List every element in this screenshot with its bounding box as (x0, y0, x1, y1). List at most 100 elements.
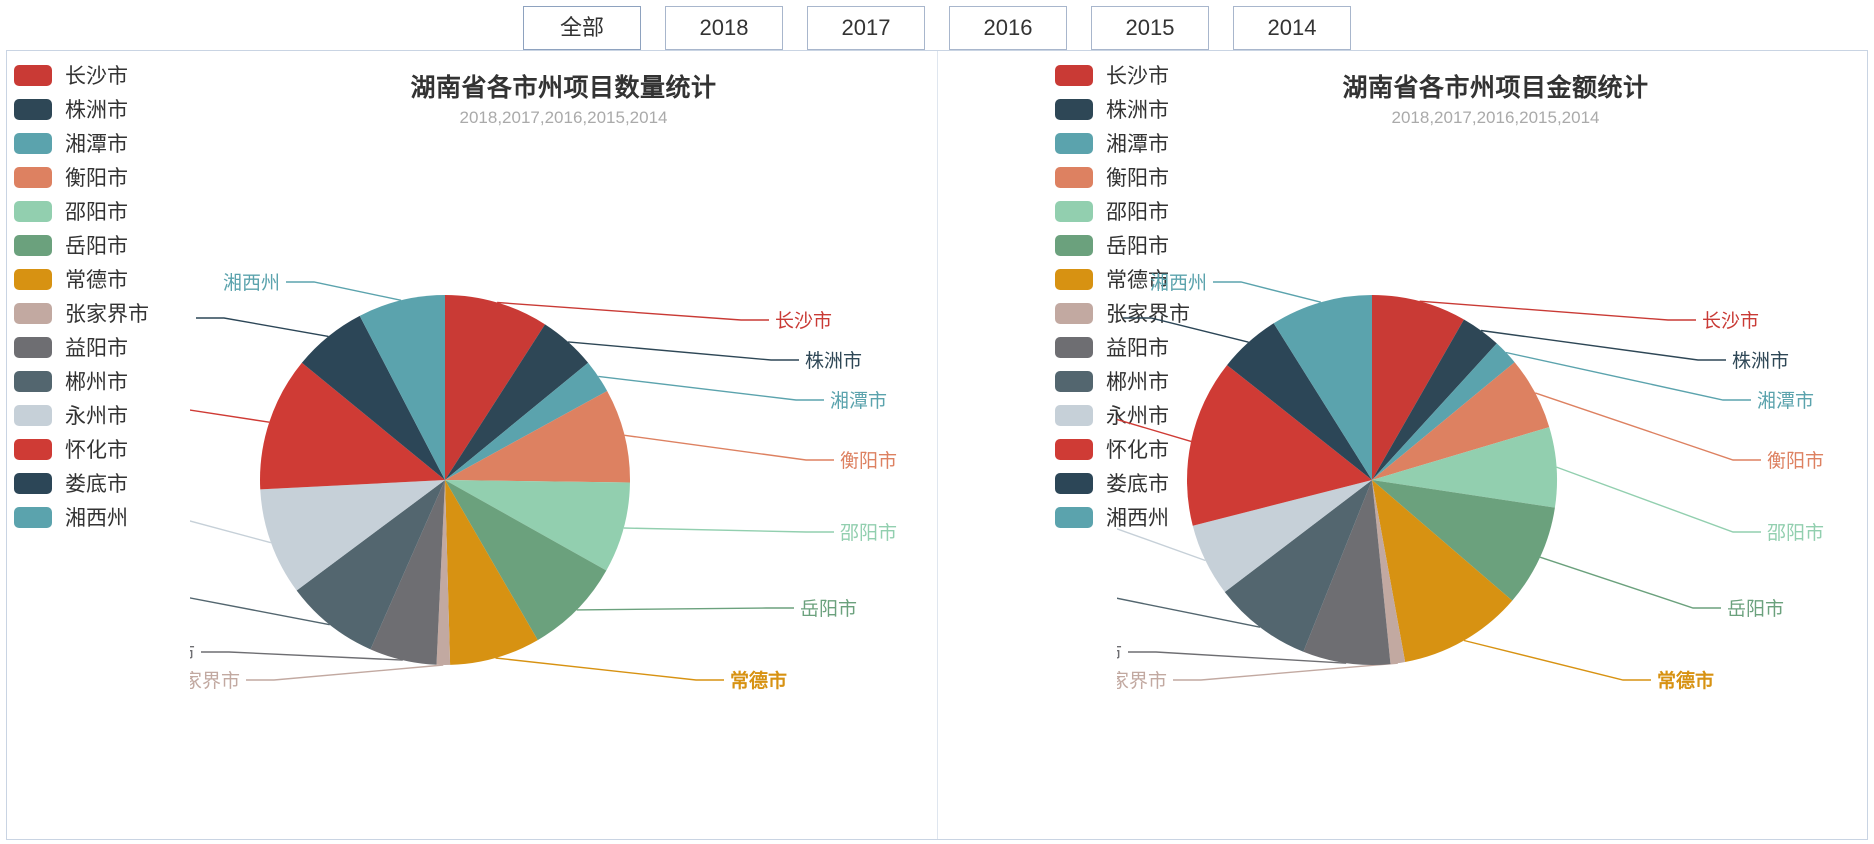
pie-slice-娄底市[interactable] (301, 315, 445, 480)
pie-slice-衡阳市[interactable] (445, 390, 630, 483)
pie-slice-衡阳市[interactable] (1372, 362, 1550, 480)
legend-item-益阳市[interactable]: 益阳市 (14, 330, 224, 364)
pie-svg: 长沙市株洲市湘潭市衡阳市邵阳市岳阳市常德市张家界市益阳市郴州市永州市怀化市娄底市… (1117, 272, 1824, 692)
legend-item-衡阳市[interactable]: 衡阳市 (1055, 160, 1265, 194)
pie-slice-label-湘潭市: 湘潭市 (830, 390, 887, 412)
pie-slice-邵阳市[interactable] (1372, 427, 1558, 508)
pie-leader-line (1505, 351, 1751, 401)
pie-slice-label-长沙市: 长沙市 (1702, 310, 1759, 332)
legend-item-怀化市[interactable]: 怀化市 (1055, 432, 1265, 466)
pie-leader-line (1556, 466, 1761, 533)
legend-item-label: 长沙市 (1106, 65, 1169, 88)
legend-item-邵阳市[interactable]: 邵阳市 (1055, 194, 1265, 228)
pie-slice-长沙市[interactable] (1372, 295, 1464, 480)
pie-leader-line (497, 301, 769, 321)
legend-item-娄底市[interactable]: 娄底市 (14, 466, 224, 500)
pie-slice-长沙市[interactable] (445, 295, 546, 480)
legend-swatch-icon (14, 200, 52, 222)
year-filter-all[interactable]: 全部 (523, 6, 641, 50)
legend-item-label: 永州市 (1106, 405, 1169, 428)
legend-swatch-icon (1055, 64, 1093, 86)
legend-item-湘潭市[interactable]: 湘潭市 (1055, 126, 1265, 160)
year-filter-2015[interactable]: 2015 (1091, 6, 1209, 50)
legend-item-label: 常德市 (1106, 269, 1169, 292)
legend-item-张家界市[interactable]: 张家界市 (1055, 296, 1265, 330)
pie-leader-line (568, 341, 799, 361)
year-filter-bar: 全部 2018 2017 2016 2015 2014 (0, 0, 1874, 60)
year-filter-2016[interactable]: 2016 (949, 6, 1067, 50)
legend-item-岳阳市[interactable]: 岳阳市 (1055, 228, 1265, 262)
pie-leader-line (190, 520, 272, 544)
legend-swatch-icon (1055, 268, 1093, 290)
pie-slice-label-邵阳市: 邵阳市 (1767, 522, 1824, 544)
pie-slice-怀化市[interactable] (260, 362, 445, 490)
chart-subtitle-amount: 2018,2017,2016,2015,2014 (1391, 108, 1600, 127)
pie-slice-益阳市[interactable] (1303, 480, 1391, 665)
legend-item-湘西州[interactable]: 湘西州 (14, 500, 224, 534)
pie-slice-湘潭市[interactable] (1372, 343, 1515, 480)
chart-title-count: 湖南省各市州项目数量统计 (410, 74, 717, 102)
pie-slice-岳阳市[interactable] (1372, 480, 1555, 601)
legend-item-label: 常德市 (65, 269, 128, 292)
legend-item-益阳市[interactable]: 益阳市 (1055, 330, 1265, 364)
pie-slice-郴州市[interactable] (296, 480, 445, 650)
pie-slice-株洲市[interactable] (1372, 319, 1497, 480)
pie-chart-amount: 长沙市株洲市湘潭市衡阳市邵阳市岳阳市常德市张家界市益阳市郴州市永州市怀化市娄底市… (1117, 180, 1867, 800)
pie-leader-line (1128, 651, 1347, 664)
legend-item-长沙市[interactable]: 长沙市 (14, 58, 224, 92)
pie-slice-郴州市[interactable] (1224, 480, 1372, 652)
legend-swatch-icon (14, 234, 52, 256)
pie-slice-株洲市[interactable] (445, 324, 589, 480)
legend-item-常德市[interactable]: 常德市 (1055, 262, 1265, 296)
pie-slice-岳阳市[interactable] (445, 480, 607, 641)
pie-slice-湘潭市[interactable] (445, 362, 608, 480)
pie-slice-湘西州[interactable] (359, 295, 445, 480)
legend-item-衡阳市[interactable]: 衡阳市 (14, 160, 224, 194)
legend-item-岳阳市[interactable]: 岳阳市 (14, 228, 224, 262)
legend-item-label: 衡阳市 (65, 167, 128, 190)
pie-slice-邵阳市[interactable] (445, 480, 630, 571)
legend-item-湘潭市[interactable]: 湘潭市 (14, 126, 224, 160)
legend-item-湘西州[interactable]: 湘西州 (1055, 500, 1265, 534)
legend-item-label: 张家界市 (1106, 303, 1190, 326)
legend-item-label: 益阳市 (65, 337, 128, 360)
pie-slice-常德市[interactable] (445, 480, 538, 665)
legend-item-永州市[interactable]: 永州市 (14, 398, 224, 432)
pie-slice-湘西州[interactable] (1273, 295, 1372, 480)
legend-item-label: 邵阳市 (65, 201, 128, 224)
legend-item-娄底市[interactable]: 娄底市 (1055, 466, 1265, 500)
legend-item-株洲市[interactable]: 株洲市 (14, 92, 224, 126)
year-filter-2017[interactable]: 2017 (807, 6, 925, 50)
legend-item-张家界市[interactable]: 张家界市 (14, 296, 224, 330)
legend-item-株洲市[interactable]: 株洲市 (1055, 92, 1265, 126)
legend-item-label: 湘西州 (1106, 507, 1169, 530)
pie-slice-娄底市[interactable] (1227, 323, 1372, 480)
legend-item-长沙市[interactable]: 长沙市 (1055, 58, 1265, 92)
legend-item-邵阳市[interactable]: 邵阳市 (14, 194, 224, 228)
legend-item-怀化市[interactable]: 怀化市 (14, 432, 224, 466)
legend-swatch-icon (14, 472, 52, 494)
pie-slice-常德市[interactable] (1372, 480, 1513, 663)
chart-panel-count: 湖南省各市州项目数量统计 2018,2017,2016,2015,2014 长沙… (0, 50, 937, 840)
pie-leader-line (1117, 418, 1192, 443)
legend-item-郴州市[interactable]: 郴州市 (14, 364, 224, 398)
legend-swatch-icon (1055, 166, 1093, 188)
legend-item-永州市[interactable]: 永州市 (1055, 398, 1265, 432)
year-filter-2014[interactable]: 2014 (1233, 6, 1351, 50)
legend-item-label: 株洲市 (65, 99, 128, 122)
legend-item-label: 怀化市 (1106, 439, 1169, 462)
pie-leader-line (190, 597, 330, 626)
pie-slice-永州市[interactable] (1192, 480, 1372, 593)
pie-slice-益阳市[interactable] (370, 480, 445, 665)
legend-item-常德市[interactable]: 常德市 (14, 262, 224, 296)
legend-item-label: 娄底市 (1106, 473, 1169, 496)
pie-slice-永州市[interactable] (260, 480, 445, 591)
pie-slice-怀化市[interactable] (1187, 365, 1372, 526)
pie-slice-张家界市[interactable] (1372, 480, 1406, 665)
pie-leader-line (495, 657, 724, 681)
legend-item-郴州市[interactable]: 郴州市 (1055, 364, 1265, 398)
pie-slice-label-岳阳市: 岳阳市 (800, 598, 857, 620)
pie-slice-张家界市[interactable] (436, 480, 451, 665)
pie-leader-line (190, 409, 270, 423)
year-filter-2018[interactable]: 2018 (665, 6, 783, 50)
